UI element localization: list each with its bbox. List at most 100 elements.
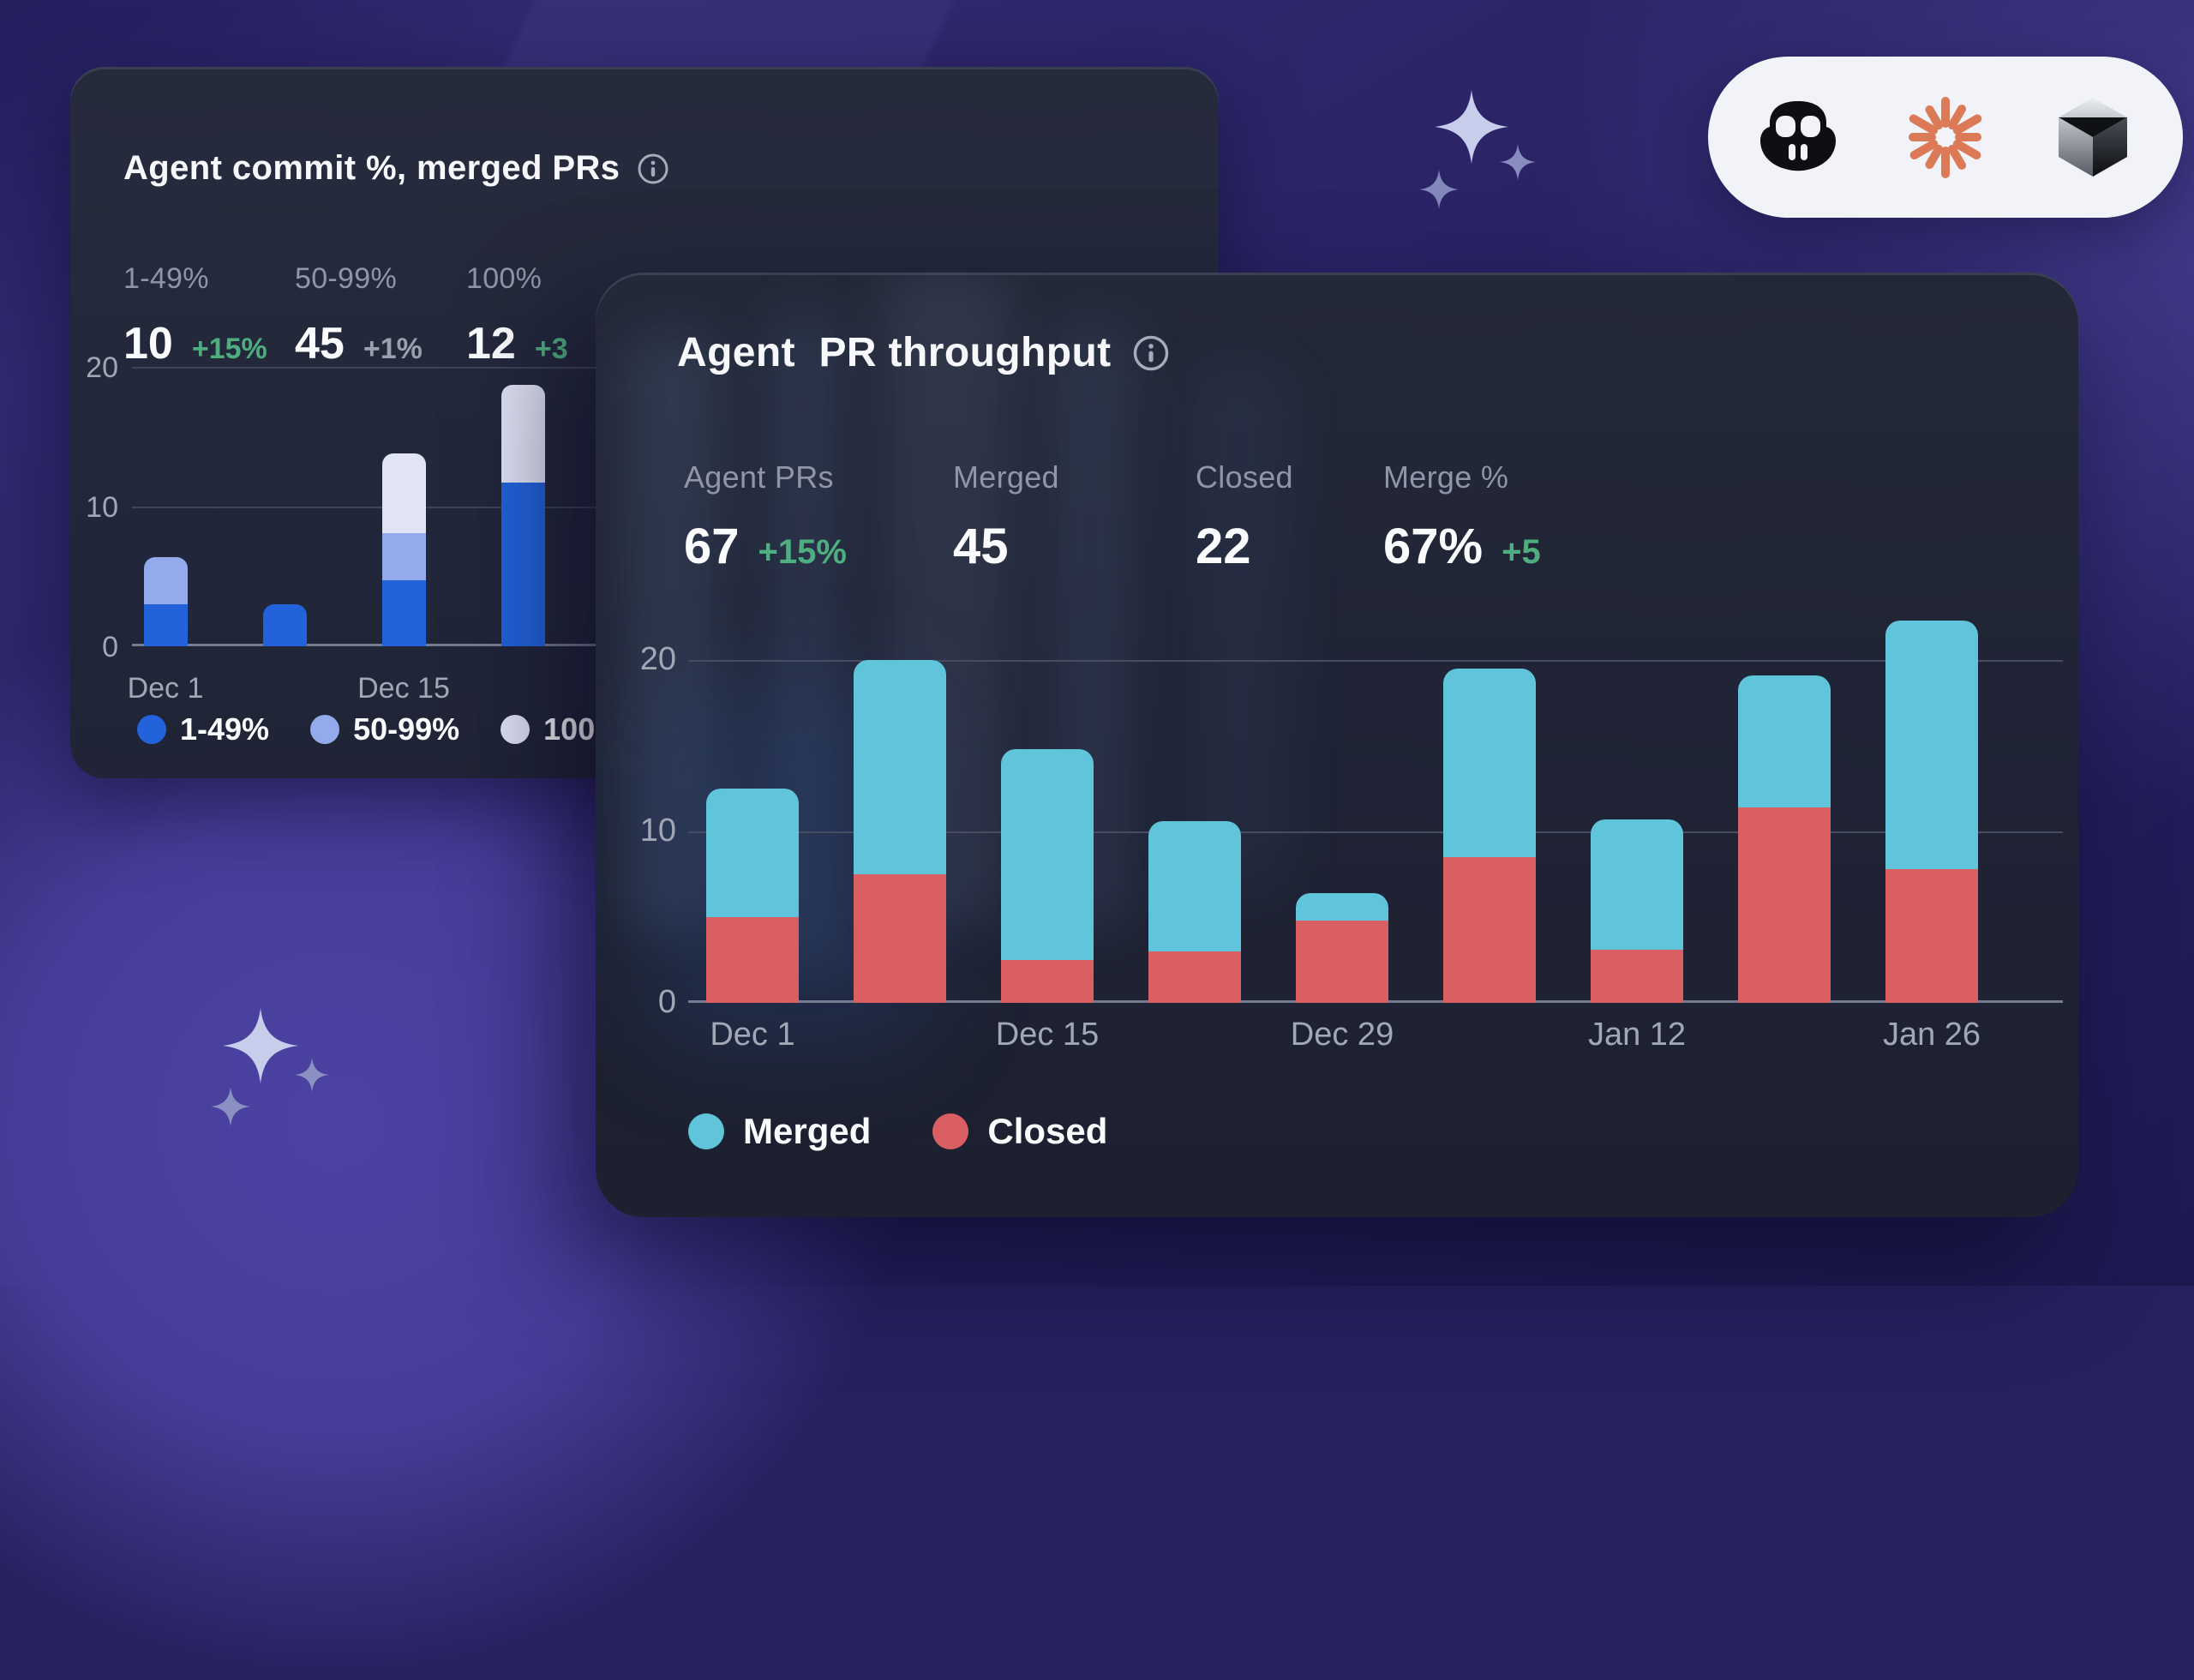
bar-segment xyxy=(501,385,545,483)
bar-segment xyxy=(1738,675,1831,807)
bar-segment xyxy=(1001,960,1094,1003)
bar-segment xyxy=(1296,893,1388,921)
bar-stack[interactable] xyxy=(1296,893,1388,1003)
legend-item[interactable]: 50-99% xyxy=(310,711,459,747)
bar-stack[interactable] xyxy=(144,556,188,646)
legend-dot xyxy=(688,1113,724,1149)
sparkle-icon xyxy=(223,1008,298,1083)
x-axis-tick: Dec 15 xyxy=(995,1017,1100,1053)
bar-segment xyxy=(1591,819,1683,950)
sparkle-icon xyxy=(1435,90,1508,164)
stat-closed: Closed 22 xyxy=(1196,459,1293,575)
legend-dot xyxy=(932,1113,969,1149)
y-axis-tick: 10 xyxy=(639,813,676,849)
bar-stack[interactable] xyxy=(1148,821,1241,1003)
agent-logos-pill xyxy=(1708,57,2183,218)
cursor-icon[interactable] xyxy=(2050,94,2136,180)
bar-stack[interactable] xyxy=(501,385,545,646)
copilot-icon[interactable] xyxy=(1755,94,1841,180)
bar-segment xyxy=(1148,951,1241,1003)
bar-segment xyxy=(1296,921,1388,1003)
bar-segment xyxy=(382,453,426,533)
bar-stack[interactable] xyxy=(854,660,946,1003)
bar-segment xyxy=(1591,950,1683,1003)
legend-label: Closed xyxy=(987,1111,1108,1151)
y-axis-tick: 0 xyxy=(102,631,118,663)
legend-item[interactable]: 1-49% xyxy=(137,711,269,747)
x-axis-tick: Dec 29 xyxy=(1290,1017,1394,1053)
sparkle-icon xyxy=(1500,144,1536,180)
legend-item[interactable]: Closed xyxy=(932,1111,1107,1152)
bar-stack[interactable] xyxy=(1738,675,1831,1003)
bar-stack[interactable] xyxy=(382,453,426,646)
legend-label: Merged xyxy=(743,1111,872,1151)
bar-segment xyxy=(1885,869,1978,1003)
bar-segment xyxy=(501,483,545,646)
stat-trend: +3 xyxy=(534,333,568,365)
bar-stack[interactable] xyxy=(1001,749,1094,1003)
gridline-20 xyxy=(688,660,2063,662)
stat-trend: +15% xyxy=(191,333,267,365)
claude-icon[interactable] xyxy=(1903,94,1988,180)
bar-stack[interactable] xyxy=(706,789,799,1003)
stat-value: 45 xyxy=(953,519,1009,574)
y-axis-tick: 20 xyxy=(639,641,676,677)
bar-segment xyxy=(382,580,426,646)
y-axis-tick: 20 xyxy=(86,351,118,384)
bar-stack[interactable] xyxy=(1443,669,1536,1003)
bar-stack[interactable] xyxy=(1885,621,1978,1003)
legend-item[interactable]: Merged xyxy=(688,1111,871,1152)
stat-label: Agent PRs xyxy=(684,459,834,495)
stat-label: 100% xyxy=(466,262,543,295)
back-card-title: Agent commit %, merged PRs xyxy=(123,149,620,187)
legend-dot xyxy=(501,715,531,744)
sparkle-icon xyxy=(1419,170,1459,209)
info-icon[interactable] xyxy=(1132,334,1170,372)
stat-label: Merge % xyxy=(1383,459,1509,495)
bar-segment xyxy=(1443,857,1536,1003)
bar-segment xyxy=(263,604,307,646)
stat-50-99: 50-99% 45 +1% xyxy=(295,262,423,369)
bar-segment xyxy=(1001,749,1094,960)
stat-value: 12 xyxy=(466,319,516,369)
x-axis-tick: Dec 1 xyxy=(710,1017,795,1053)
x-axis-tick: Dec 1 xyxy=(127,672,204,705)
bar-stack[interactable] xyxy=(1591,819,1683,1003)
stat-merge-pct: Merge % 67% +5 xyxy=(1383,459,1541,575)
bar-segment xyxy=(706,917,799,1003)
sparkle-icon xyxy=(295,1058,329,1092)
stat-value: 45 xyxy=(295,319,345,369)
blur-streak xyxy=(1187,367,1290,890)
x-axis-tick: Jan 12 xyxy=(1587,1017,1687,1053)
pr-chart-legend: Merged Closed xyxy=(688,1111,1107,1152)
pr-throughput-bar-chart[interactable] xyxy=(596,617,2078,1003)
legend-label: 50-99% xyxy=(353,711,460,747)
front-card-title: Agent PR throughput xyxy=(677,330,1112,375)
commit-chart-legend: 1-49% 50-99% 100% xyxy=(137,711,622,747)
y-axis-tick: 10 xyxy=(86,491,118,524)
y-axis-tick: 0 xyxy=(657,984,676,1020)
info-icon[interactable] xyxy=(637,153,669,185)
x-axis-tick: Jan 26 xyxy=(1882,1017,1981,1053)
sparkle-icon xyxy=(211,1087,250,1126)
x-axis-tick: Dec 15 xyxy=(357,672,450,705)
bar-segment xyxy=(1148,821,1241,951)
agent-pr-throughput-card: Agent PR throughput Agent PRs 67 +15% Me… xyxy=(596,273,2078,1217)
legend-dot xyxy=(310,715,340,744)
stat-value: 22 xyxy=(1196,519,1251,574)
stat-label: Merged xyxy=(953,459,1059,495)
bar-segment xyxy=(1885,621,1978,869)
bar-stack[interactable] xyxy=(263,604,307,646)
bar-segment xyxy=(706,789,799,917)
bar-segment xyxy=(1738,807,1831,1003)
stat-1-49: 1-49% 10 +15% xyxy=(123,262,267,369)
stat-label: 1-49% xyxy=(123,262,209,295)
stat-value: 10 xyxy=(123,319,173,369)
stat-label: Closed xyxy=(1196,459,1293,495)
bar-segment xyxy=(1443,669,1536,857)
bar-segment xyxy=(854,874,946,1003)
legend-label: 1-49% xyxy=(180,711,270,747)
bar-segment xyxy=(144,556,188,605)
bar-segment xyxy=(382,532,426,581)
stat-label: 50-99% xyxy=(295,262,397,295)
